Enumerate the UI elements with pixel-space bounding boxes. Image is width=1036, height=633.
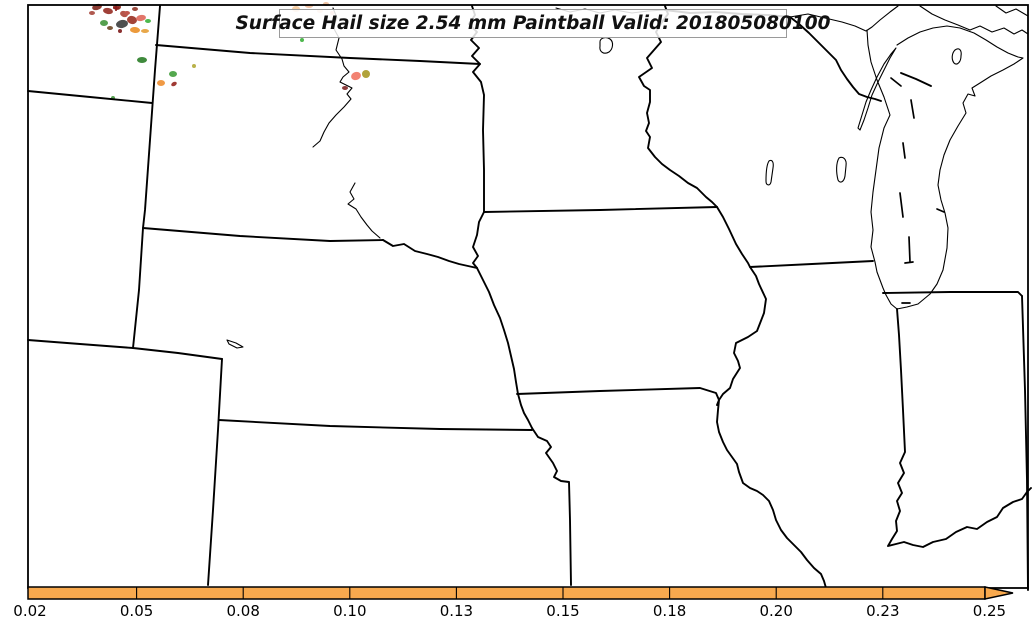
border-missouri-river-ne-ia	[476, 267, 533, 429]
beaver-island	[951, 48, 962, 65]
lake-oahe-river	[312, 7, 353, 148]
colorbar-label: 0.15	[546, 602, 580, 620]
paintball-blob	[127, 15, 137, 25]
paintball-blob	[118, 29, 122, 33]
lake-dash	[908, 236, 911, 263]
paintball-blob	[300, 38, 304, 42]
border-mi-in-oh	[882, 291, 1023, 297]
paintball-blob	[92, 3, 102, 11]
colorbar	[27, 586, 1014, 600]
border-missouri-river-sd	[382, 239, 478, 269]
colorbar-label: 0.08	[226, 602, 260, 620]
lakes-rivers	[226, 5, 1029, 349]
paintball-blob	[362, 70, 370, 78]
paintball-blob	[132, 7, 138, 11]
border-wi-mi-baymouth	[900, 72, 932, 87]
petenwell-lake	[765, 159, 774, 186]
border-102w-meridian	[207, 358, 223, 586]
border-mississippi-ia-wi	[716, 206, 751, 268]
lake-dash	[899, 192, 904, 218]
state-line-dashes	[890, 77, 945, 304]
border-wi-il	[749, 260, 874, 268]
border-ks-ne	[218, 419, 533, 431]
border-il-in-wabash-ohio	[887, 308, 1032, 548]
colorbar-label: 0.13	[439, 602, 474, 620]
mille-lacs-lake	[599, 37, 614, 54]
paintball-layer	[89, 2, 370, 100]
lake-superior-northeast-shore	[919, 5, 1029, 35]
cross-marker	[113, 5, 119, 11]
lake-francis-case-river	[347, 182, 381, 239]
colorbar-bar	[27, 586, 986, 600]
paintball-blob	[130, 26, 140, 34]
straits-shore	[995, 5, 1029, 17]
border-104w-meridian	[132, 5, 161, 349]
paintball-blob	[145, 19, 151, 23]
border-mn-wi-stcroix	[638, 5, 718, 208]
state-borders	[27, 5, 1032, 591]
colorbar-label: 0.05	[119, 602, 154, 620]
border-sd-ne	[142, 227, 384, 242]
green-bay-outline	[857, 47, 897, 131]
lake-dash	[890, 77, 902, 87]
colorbar-arrow	[984, 586, 1014, 600]
upper-peninsula-north-shore	[789, 5, 899, 32]
colorbar-ticks	[136, 587, 884, 599]
colorbar-label: 0.25	[972, 602, 1007, 620]
border-in-oh	[1021, 295, 1029, 591]
paintball-blob	[192, 64, 196, 68]
colorbar-label: 0.23	[866, 602, 900, 620]
lake-dash	[936, 208, 945, 213]
colorbar-label: 0.10	[333, 602, 367, 620]
border-mississippi-il	[716, 266, 827, 589]
paintball-blob	[342, 86, 348, 90]
colorbar-label: 0.18	[652, 602, 687, 620]
colorbar-label: 0.02	[13, 602, 47, 620]
map-title: Surface Hail size 2.54 mm Paintball Vali…	[235, 9, 831, 38]
paintball-blob	[103, 7, 113, 15]
colorbar-label: 0.20	[759, 602, 793, 620]
paintball-blob	[124, 11, 130, 15]
border-big-sioux	[472, 211, 485, 269]
paintball-blob	[136, 14, 146, 22]
lake-dash	[910, 99, 915, 119]
lake-michigan-outline	[866, 25, 1024, 310]
border-nd-sd	[155, 44, 481, 65]
lake-winnebago	[836, 156, 847, 183]
paintball-blob	[141, 29, 149, 33]
border-mn-ia	[483, 206, 718, 213]
lake-dash	[902, 142, 906, 159]
border-mt-wy	[27, 90, 153, 104]
border-co-north	[27, 339, 223, 360]
border-ks-mo	[531, 427, 572, 586]
paintball-blob	[107, 26, 113, 30]
paintball-blob	[157, 80, 165, 86]
title-text: Surface Hail size 2.54 mm Paintball Vali…	[235, 13, 831, 34]
lake-mcconaughy	[226, 339, 244, 349]
paintball-blob	[116, 19, 128, 29]
paintball-blob	[100, 20, 108, 26]
paintball-blob	[169, 71, 177, 77]
lake-dash	[904, 261, 914, 264]
border-ia-mo	[516, 387, 720, 406]
paintball-blob	[171, 81, 177, 87]
paintball-blob	[89, 11, 95, 15]
map-frame	[27, 4, 1029, 589]
paintball-blob	[137, 57, 147, 63]
paintball-blob	[351, 71, 361, 81]
